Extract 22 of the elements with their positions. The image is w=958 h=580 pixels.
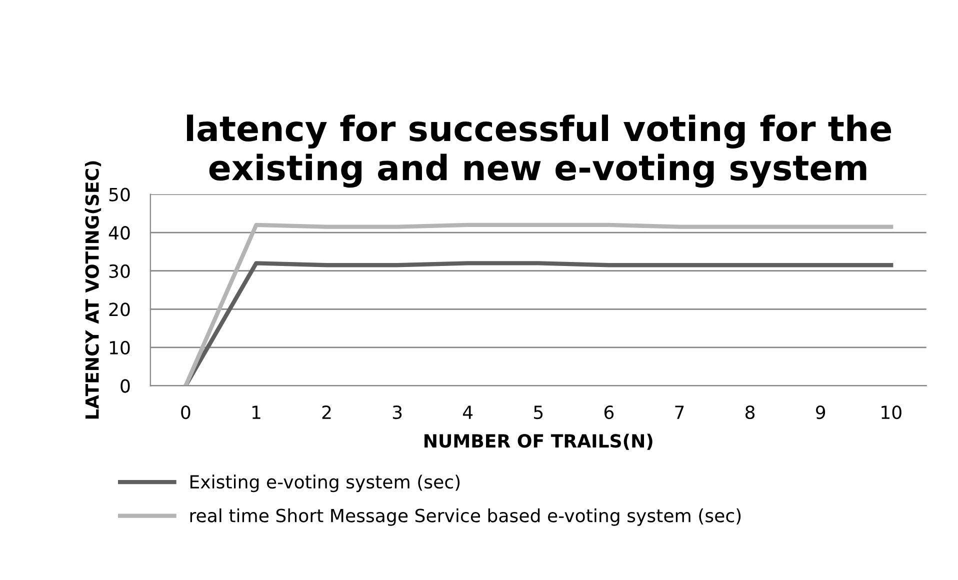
x-tick-label: 8 bbox=[746, 405, 755, 420]
chart-title: latency for successful voting for the existing and new e-voting system bbox=[187, 114, 892, 188]
y-axis-title: LATENCY AT VOTING(SEC) bbox=[84, 161, 102, 419]
y-tick-label: 0 bbox=[120, 379, 130, 393]
x-tick-label: 3 bbox=[392, 405, 402, 420]
y-tick-label: 30 bbox=[109, 264, 130, 278]
x-tick-label: 9 bbox=[816, 405, 826, 420]
x-tick-label: 5 bbox=[534, 406, 543, 420]
x-tick-label: 1 bbox=[252, 406, 260, 419]
y-tick-label: 20 bbox=[109, 302, 130, 316]
legend-label: Existing e-voting system (sec) bbox=[190, 474, 460, 492]
y-tick-label: 40 bbox=[108, 226, 130, 240]
x-tick-label: 10 bbox=[882, 405, 902, 420]
legend-label: real time Short Message Service based e-voting system (sec) bbox=[190, 508, 741, 526]
x-axis-title: NUMBER OF TRAILS(N) bbox=[424, 434, 652, 450]
x-tick-label: 6 bbox=[604, 405, 614, 420]
x-tick-label: 0 bbox=[181, 405, 190, 420]
y-tick-label: 50 bbox=[109, 188, 130, 202]
x-tick-label: 7 bbox=[675, 406, 684, 419]
y-tick-label: 10 bbox=[110, 340, 130, 355]
x-tick-label: 2 bbox=[322, 405, 331, 419]
x-tick-label: 4 bbox=[462, 406, 473, 419]
